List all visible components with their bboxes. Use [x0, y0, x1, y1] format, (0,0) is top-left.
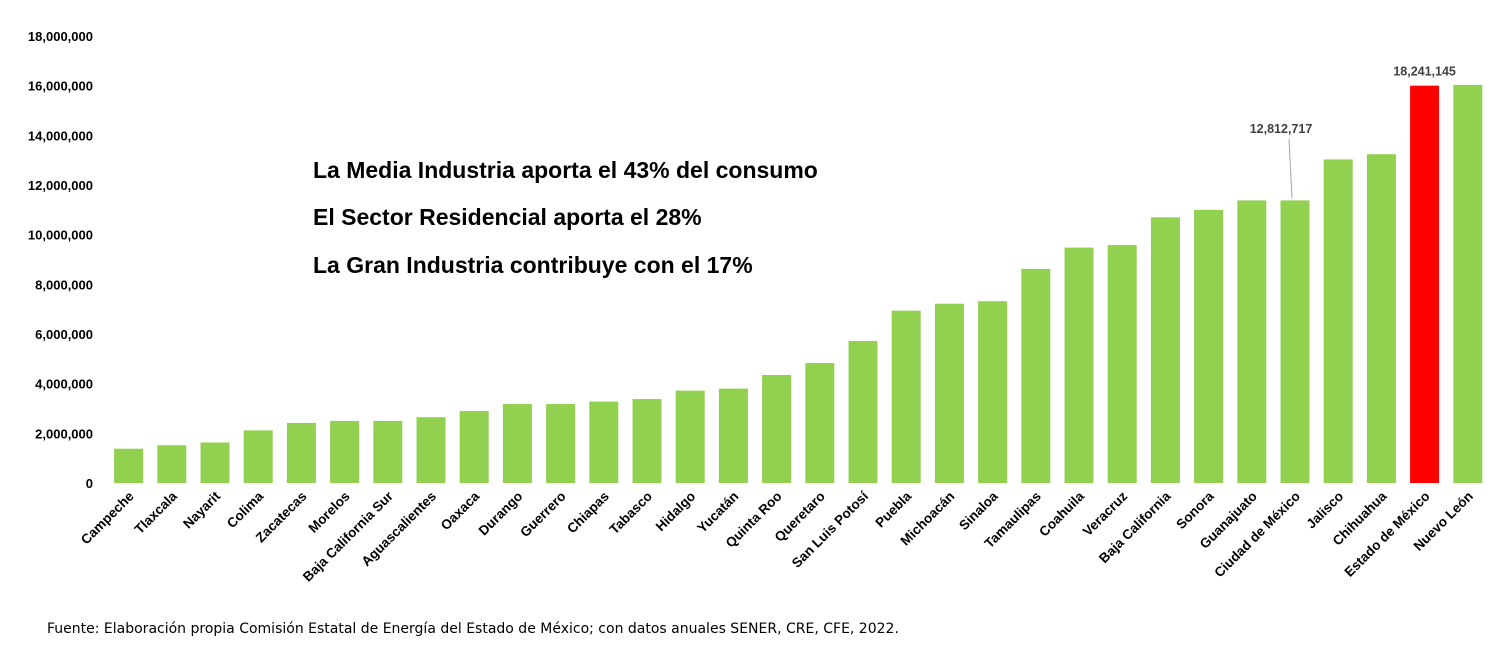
- bar: [373, 420, 403, 483]
- y-tick-label: 16,000,000: [28, 79, 93, 94]
- bar: [1280, 200, 1310, 483]
- bars: [114, 84, 1483, 484]
- bar: [157, 445, 187, 483]
- bar: [1064, 247, 1094, 483]
- data-label: 12,812,717: [1250, 122, 1313, 136]
- bar: [459, 410, 489, 483]
- y-tick-label: 10,000,000: [28, 228, 93, 243]
- data-label: 18,241,145: [1393, 65, 1456, 79]
- bar: [1150, 217, 1180, 484]
- bar: [1323, 159, 1353, 483]
- y-tick-label: 18,000,000: [28, 29, 93, 44]
- y-tick-label: 8,000,000: [35, 277, 93, 292]
- x-tick-label: Hidalgo: [653, 489, 699, 535]
- y-tick-label: 4,000,000: [35, 377, 93, 392]
- bar: [200, 442, 230, 483]
- annotation-sector-residencial: El Sector Residencial aporta el 28%: [313, 204, 702, 230]
- bar: [718, 388, 748, 483]
- data-labels: 12,812,717 18,241,145: [1250, 65, 1456, 199]
- annotation-media-industria: La Media Industria aporta el 43% del con…: [313, 157, 818, 183]
- y-tick-label: 14,000,000: [28, 128, 93, 143]
- bar: [502, 404, 532, 483]
- x-tick-label: Colima: [224, 488, 267, 531]
- x-tick-label: Nayarit: [180, 488, 223, 531]
- data-label-leader: [1288, 138, 1293, 199]
- bar: [848, 340, 878, 483]
- x-tick-label: Sonora: [1173, 488, 1217, 532]
- x-tick-label: San Luis Potosí: [789, 488, 872, 571]
- y-tick-label: 2,000,000: [35, 426, 93, 441]
- x-tick-label: Puebla: [872, 488, 914, 530]
- x-tick-label: Jalisco: [1303, 489, 1346, 532]
- y-tick-label: 12,000,000: [28, 178, 93, 193]
- bar: [286, 422, 316, 483]
- y-tick-label: 0: [86, 476, 93, 491]
- x-tick-label: Ciudad de México: [1211, 489, 1303, 581]
- y-tick-label: 6,000,000: [35, 327, 93, 342]
- annotation-gran-industria: La Gran Industria contribuye con el 17%: [313, 252, 753, 278]
- bar: [805, 363, 835, 483]
- x-tick-label: Chiapas: [564, 489, 612, 537]
- x-tick-label: Coahuila: [1036, 488, 1087, 539]
- bar: [1237, 200, 1267, 483]
- bar: [891, 310, 921, 483]
- bar: [330, 420, 360, 483]
- x-tick-label: Aguascalientes: [358, 489, 439, 570]
- bar: [1194, 209, 1224, 484]
- bar: [1366, 154, 1396, 483]
- bar: [675, 390, 705, 483]
- bar: [934, 303, 964, 483]
- bar: [416, 417, 446, 483]
- bar: [546, 404, 576, 483]
- x-tick-label: Tlaxcala: [132, 488, 181, 537]
- bar: [762, 374, 792, 483]
- bar: [632, 399, 662, 483]
- bar: [1453, 84, 1483, 484]
- x-tick-label: Campeche: [78, 488, 137, 547]
- bar: [978, 301, 1008, 483]
- bar: [1021, 268, 1051, 483]
- x-tick-label: Guerrero: [517, 489, 568, 540]
- source-note: Fuente: Elaboración propia Comisión Esta…: [47, 621, 899, 637]
- y-axis: 0 2,000,000 4,000,000 6,000,000 8,000,000 10,…: [28, 29, 93, 491]
- bar: [1410, 85, 1440, 484]
- x-tick-label: Tabasco: [606, 489, 655, 538]
- bar: [589, 401, 619, 483]
- bar: [114, 448, 144, 483]
- bar: [1107, 245, 1137, 483]
- bar: [243, 430, 273, 483]
